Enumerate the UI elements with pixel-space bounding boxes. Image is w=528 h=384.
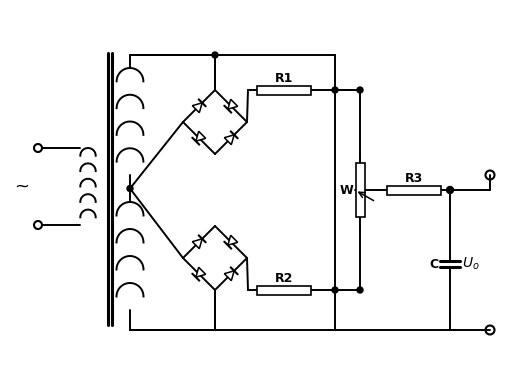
Circle shape [357, 87, 363, 93]
Text: $U_o$: $U_o$ [462, 256, 479, 272]
Bar [257, 86, 312, 94]
Polygon shape [224, 271, 234, 281]
Text: ~: ~ [14, 177, 30, 195]
Circle shape [212, 52, 218, 58]
Polygon shape [228, 99, 238, 109]
Circle shape [447, 187, 454, 194]
Polygon shape [196, 267, 206, 277]
Text: C: C [429, 258, 438, 270]
Polygon shape [196, 131, 206, 141]
Bar [257, 285, 312, 295]
Text: R1: R1 [275, 73, 293, 86]
Text: R2: R2 [275, 273, 293, 285]
Polygon shape [192, 103, 202, 113]
Polygon shape [228, 235, 238, 245]
Text: R3: R3 [405, 172, 423, 185]
Bar [355, 164, 364, 217]
Circle shape [332, 87, 338, 93]
Bar [386, 185, 441, 195]
Polygon shape [192, 239, 202, 249]
Circle shape [357, 287, 363, 293]
Text: W: W [339, 184, 353, 197]
Polygon shape [224, 135, 234, 145]
Circle shape [332, 287, 338, 293]
Circle shape [127, 185, 133, 192]
